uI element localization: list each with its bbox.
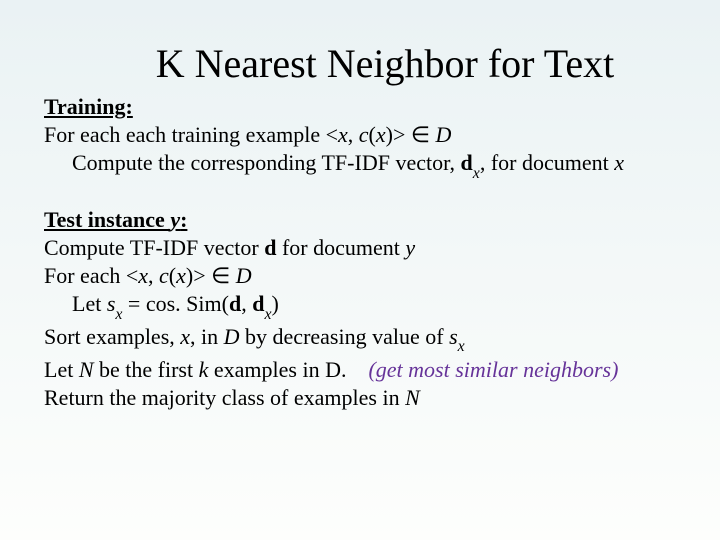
sub-x: x: [473, 165, 480, 182]
var-D: D: [236, 263, 252, 288]
slide-title: K Nearest Neighbor for Text: [94, 40, 676, 87]
test-header-c: :: [180, 207, 187, 232]
training-line-2: Compute the corresponding TF-IDF vector,…: [44, 149, 676, 182]
vec-d: d: [229, 291, 241, 316]
var-x: x: [138, 263, 148, 288]
sub-x: x: [115, 306, 122, 323]
var-D: D: [436, 122, 452, 147]
training-header: Training:: [44, 94, 133, 119]
var-k: k: [199, 357, 209, 382]
test-line-5: Let N be the first k examples in D. (get…: [44, 356, 676, 384]
var-c: c: [159, 263, 169, 288]
test-line-1: Compute TF-IDF vector d for document y: [44, 234, 676, 262]
var-x: x: [180, 324, 190, 349]
test-line-4: Sort examples, x, in D by decreasing val…: [44, 323, 676, 356]
note-text: (get most similar neighbors): [368, 357, 618, 382]
text: )> ∈: [186, 263, 236, 288]
text: For each each training example <: [44, 122, 338, 147]
sub-x: x: [264, 306, 271, 323]
text: Compute TF-IDF vector: [44, 235, 264, 260]
vec-d: d: [461, 150, 473, 175]
text: Sort examples,: [44, 324, 180, 349]
var-x: x: [338, 122, 348, 147]
text: by decreasing value of: [240, 324, 450, 349]
sub-x: x: [458, 338, 465, 355]
test-line-6: Return the majority class of examples in…: [44, 384, 676, 412]
test-header-line: Test instance y:: [44, 206, 676, 234]
text: (: [369, 122, 376, 147]
spacer: [44, 182, 676, 206]
slide-body: K Nearest Neighbor for Text Training: Fo…: [0, 0, 720, 412]
text: Let: [44, 357, 79, 382]
text: ,: [348, 122, 359, 147]
text: )> ∈: [386, 122, 436, 147]
text: , in: [190, 324, 224, 349]
test-header-y: y: [170, 207, 180, 232]
vec-d: d: [264, 235, 276, 260]
test-line-2: For each <x, c(x)> ∈ D: [44, 262, 676, 290]
var-x: x: [376, 122, 386, 147]
text: ): [271, 291, 278, 316]
text: ,: [148, 263, 159, 288]
text: = cos. Sim(: [122, 291, 229, 316]
text: For each <: [44, 263, 138, 288]
text: examples in D.: [208, 357, 368, 382]
var-y: y: [405, 235, 415, 260]
vec-dx: d: [252, 291, 264, 316]
text: Compute the corresponding TF-IDF vector,: [72, 150, 461, 175]
var-c: c: [359, 122, 369, 147]
var-x: x: [614, 150, 624, 175]
var-D: D: [224, 324, 240, 349]
content-block: Training: For each each training example…: [44, 93, 676, 412]
training-line-1: For each each training example <x, c(x)>…: [44, 121, 676, 149]
text: Return the majority class of examples in: [44, 385, 405, 410]
text: Let: [72, 291, 107, 316]
text: be the first: [94, 357, 199, 382]
test-header-a: Test instance: [44, 207, 170, 232]
var-N: N: [405, 385, 420, 410]
text: for document: [276, 235, 405, 260]
var-s: s: [449, 324, 458, 349]
test-line-3: Let sx = cos. Sim(d, dx): [44, 290, 676, 323]
text: ,: [241, 291, 252, 316]
text: , for document: [480, 150, 614, 175]
var-x: x: [176, 263, 186, 288]
var-N: N: [79, 357, 94, 382]
